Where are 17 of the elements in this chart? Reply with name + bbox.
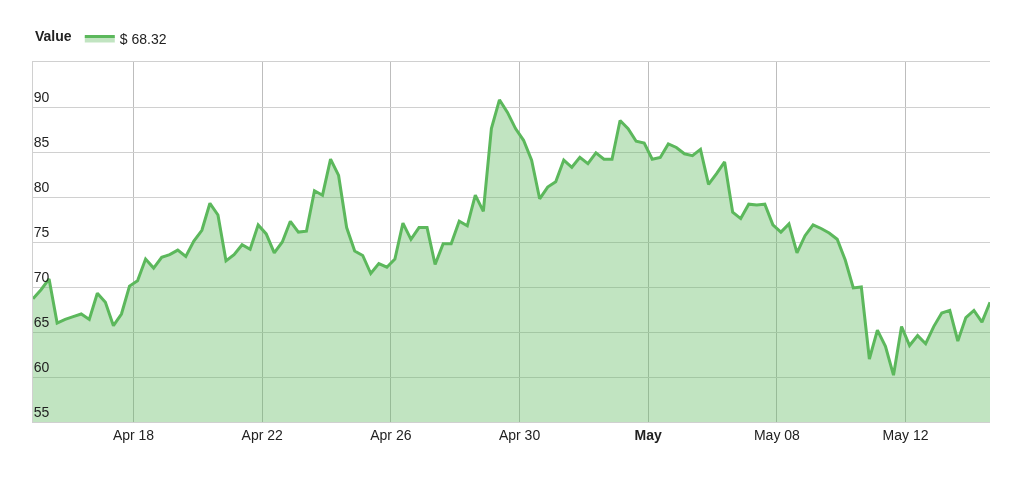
x-tick-label: Apr 22: [241, 426, 284, 443]
y-tick-label: 85: [33, 134, 50, 151]
legend-title: Value: [35, 28, 72, 44]
y-tick-label: 90: [33, 89, 50, 106]
x-tick-label: Apr 30: [498, 426, 541, 443]
y-tick-label: 75: [33, 224, 50, 241]
x-tick-label: May: [634, 426, 663, 443]
y-tick-label: 55: [33, 404, 50, 421]
x-tick-label: Apr 18: [112, 426, 155, 443]
x-tick-label: Apr 26: [370, 426, 412, 443]
y-tick-label: 80: [33, 179, 50, 196]
y-tick-label: 70: [33, 269, 50, 286]
x-tick-label: May 08: [753, 426, 801, 443]
y-tick-label: 60: [33, 359, 50, 376]
x-tick-label: May 12: [882, 426, 929, 443]
y-tick-label: 65: [33, 314, 50, 331]
legend-label: $ 68.32: [119, 30, 167, 47]
